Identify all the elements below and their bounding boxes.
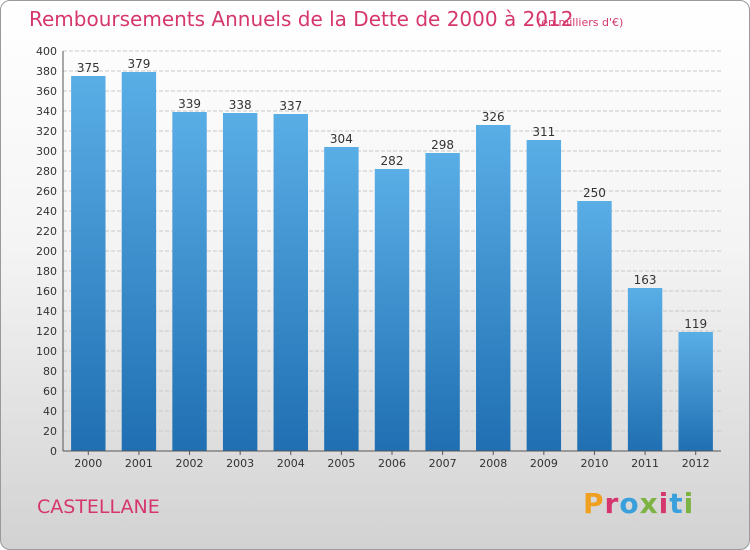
data-label: 375 bbox=[77, 61, 100, 75]
brand-letter: P bbox=[583, 487, 605, 520]
y-tick-label: 340 bbox=[36, 105, 57, 118]
data-label: 339 bbox=[178, 97, 201, 111]
data-label: 163 bbox=[634, 273, 657, 287]
y-tick-label: 200 bbox=[36, 245, 57, 258]
data-label: 282 bbox=[381, 154, 404, 168]
y-tick-label: 40 bbox=[43, 405, 57, 418]
y-tick-label: 320 bbox=[36, 125, 57, 138]
brand-letter: i bbox=[658, 487, 670, 520]
y-tick-label: 100 bbox=[36, 345, 57, 358]
bars: 375 379 339 338 337 304 282 298 326 311 250 163 119 bbox=[71, 57, 713, 451]
bar bbox=[222, 113, 258, 451]
x-tick-label: 2007 bbox=[429, 457, 457, 470]
chart-unit: (en milliers d'€) bbox=[537, 16, 624, 29]
y-tick-label: 300 bbox=[36, 145, 57, 158]
x-tick-label: 2000 bbox=[74, 457, 102, 470]
data-label: 298 bbox=[431, 138, 454, 152]
y-tick-label: 260 bbox=[36, 185, 57, 198]
y-tick-label: 280 bbox=[36, 165, 57, 178]
bar bbox=[577, 201, 612, 451]
x-tick-label: 2010 bbox=[580, 457, 608, 470]
x-tick-label: 2009 bbox=[530, 457, 558, 470]
bar bbox=[476, 125, 511, 451]
brand-letter: r bbox=[604, 487, 620, 520]
bar bbox=[71, 76, 106, 451]
y-tick-label: 140 bbox=[36, 305, 57, 318]
y-tick-label: 60 bbox=[43, 385, 57, 398]
bar bbox=[121, 72, 157, 451]
y-tick-label: 180 bbox=[36, 265, 57, 278]
brand-letter: i bbox=[683, 487, 695, 520]
y-tick-label: 160 bbox=[36, 285, 57, 298]
x-tick-label: 2001 bbox=[125, 457, 153, 470]
y-tick-label: 0 bbox=[50, 445, 57, 458]
data-label: 250 bbox=[583, 186, 606, 200]
place-name: CASTELLANE bbox=[37, 496, 160, 518]
data-label: 326 bbox=[482, 110, 505, 124]
y-tick-label: 220 bbox=[36, 225, 57, 238]
axes: 0 20 40 60 80 100 120 140 160 180 200 220 240 260 280 3… bbox=[36, 45, 721, 470]
brand-letter: o bbox=[619, 487, 640, 520]
data-label: 379 bbox=[127, 57, 150, 71]
x-tick-label: 2011 bbox=[631, 457, 659, 470]
x-tick-label: 2002 bbox=[176, 457, 204, 470]
bar bbox=[678, 332, 713, 451]
y-tick-label: 80 bbox=[43, 365, 57, 378]
bar bbox=[526, 140, 562, 451]
bar bbox=[627, 288, 663, 451]
brand-letter: x bbox=[639, 487, 659, 520]
data-label: 338 bbox=[229, 98, 252, 112]
y-tick-label: 360 bbox=[36, 85, 57, 98]
data-label: 119 bbox=[684, 317, 707, 331]
y-tick-label: 240 bbox=[36, 205, 57, 218]
data-label: 311 bbox=[532, 125, 555, 139]
x-tick-label: 2008 bbox=[479, 457, 507, 470]
y-tick-label: 380 bbox=[36, 65, 57, 78]
y-tick-label: 120 bbox=[36, 325, 57, 338]
data-label: 337 bbox=[279, 99, 302, 113]
x-tick-label: 2012 bbox=[682, 457, 710, 470]
data-label: 304 bbox=[330, 132, 353, 146]
brand-letter: t bbox=[669, 487, 684, 520]
brand-logo[interactable]: Proxiti bbox=[583, 487, 694, 520]
chart-title: Remboursements Annuels de la Dette de 20… bbox=[29, 7, 574, 31]
x-tick-label: 2003 bbox=[226, 457, 254, 470]
bar bbox=[374, 169, 410, 451]
x-tick-label: 2006 bbox=[378, 457, 406, 470]
bar bbox=[172, 112, 207, 451]
y-tick-label: 400 bbox=[36, 45, 57, 58]
y-tick-label: 20 bbox=[43, 425, 57, 438]
bar bbox=[324, 147, 359, 451]
bar bbox=[273, 114, 308, 451]
x-tick-label: 2005 bbox=[327, 457, 355, 470]
x-tick-label: 2004 bbox=[277, 457, 305, 470]
bar bbox=[425, 153, 460, 451]
